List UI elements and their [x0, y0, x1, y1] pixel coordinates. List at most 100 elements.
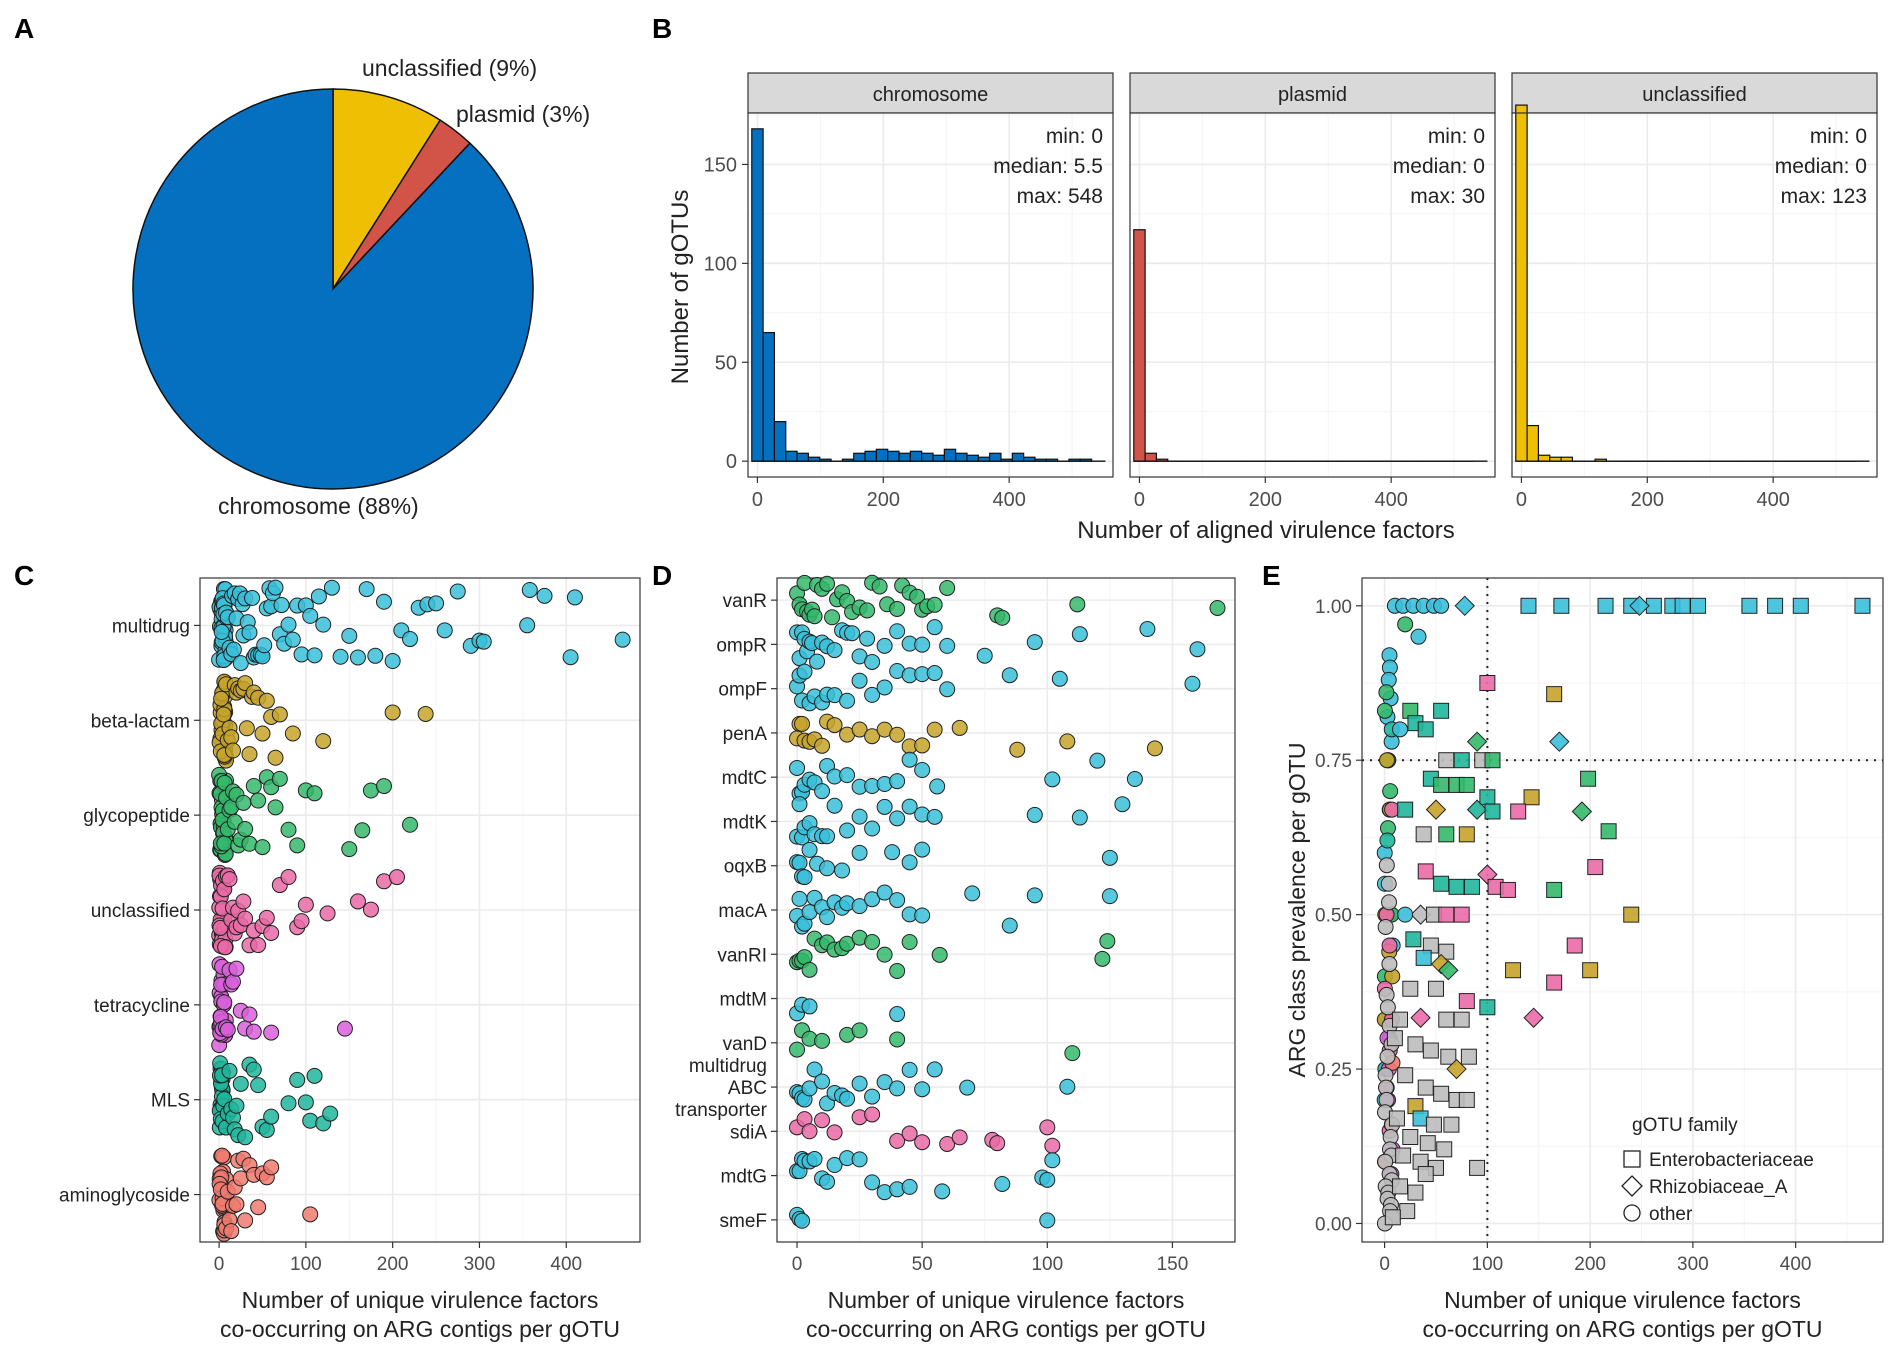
data-point [1458, 776, 1475, 793]
data-point [1600, 823, 1617, 840]
data-point [864, 686, 881, 703]
data-point [819, 860, 836, 877]
facet-chromosome: chromosome min: 0 median: 5.5 max: 548 0 200 4… [704, 72, 1114, 511]
data-point [1044, 1152, 1061, 1169]
data-point [819, 828, 836, 845]
data-point [1479, 999, 1496, 1016]
histogram-bar [898, 452, 911, 462]
legend-key-circle [1623, 1204, 1641, 1222]
x-tick-label: 0 [1134, 489, 1145, 511]
histogram-bar [887, 450, 900, 462]
data-point [1410, 628, 1427, 645]
data-point [375, 593, 392, 610]
data-point [851, 721, 868, 738]
data-point [1388, 1110, 1405, 1127]
data-point [1453, 906, 1470, 923]
data-point [1402, 1128, 1419, 1145]
data-point [1059, 1078, 1076, 1095]
facet-stat: median: 5.5 [993, 155, 1103, 178]
y-category-label: mdtM [720, 990, 768, 1011]
data-point [302, 1206, 319, 1223]
data-point [801, 1080, 818, 1097]
y-tick-label: 0.00 [1315, 1214, 1352, 1235]
data-point [341, 627, 358, 644]
data-point [926, 665, 943, 682]
data-point [241, 835, 258, 852]
data-point [819, 1173, 836, 1190]
data-point [1405, 931, 1422, 948]
data-point [384, 652, 401, 669]
data-point [323, 579, 340, 596]
data-point [1415, 949, 1432, 966]
data-point [362, 901, 379, 918]
y-category-label: ompF [718, 680, 767, 701]
data-point [1523, 1007, 1544, 1028]
data-point [1386, 1030, 1403, 1047]
y-tick-label: 1.00 [1315, 597, 1352, 618]
data-point [223, 1223, 240, 1240]
data-point [297, 896, 314, 913]
data-point [889, 1031, 906, 1048]
data-point [436, 622, 453, 639]
data-point [929, 778, 946, 795]
data-point [889, 1132, 906, 1149]
data-point [250, 1077, 267, 1094]
data-point [1410, 1007, 1431, 1028]
data-point [214, 1147, 231, 1164]
data-point [794, 1212, 811, 1229]
x-tick-label: 150 [1157, 1254, 1189, 1275]
x-tick-label: 300 [1677, 1254, 1709, 1275]
data-point [1071, 809, 1088, 826]
data-point [796, 869, 813, 886]
series-MLS [211, 1055, 339, 1146]
data-point [809, 653, 826, 670]
pie-slice-chromosome [132, 88, 534, 490]
facet-border [1129, 112, 1496, 478]
data-point [250, 1199, 267, 1216]
data-point [1510, 803, 1527, 820]
data-point [1469, 1159, 1486, 1176]
facet-border [1511, 112, 1878, 478]
data-point [306, 647, 323, 664]
data-point [1094, 950, 1111, 967]
facet-stat: median: 0 [1775, 155, 1867, 178]
data-point [212, 919, 229, 936]
facet-plot-bg [1130, 113, 1495, 477]
histogram-bar [1526, 424, 1540, 462]
series-macA [789, 884, 1118, 935]
data-point [859, 630, 876, 647]
data-point [1463, 878, 1480, 895]
data-point [1407, 1036, 1424, 1053]
y-category-label: macA [718, 901, 767, 922]
data-point [562, 649, 579, 666]
data-point [884, 844, 901, 861]
histogram-bar [864, 450, 877, 462]
data-point [235, 893, 252, 910]
data-point [851, 1022, 868, 1039]
y-category-label: mdtG [721, 1167, 767, 1188]
data-point [263, 1159, 280, 1176]
data-point [1382, 783, 1399, 800]
data-point [851, 844, 868, 861]
data-point [1044, 771, 1061, 788]
y-category-label: tetracycline [94, 996, 190, 1017]
data-point [1741, 597, 1758, 614]
y-category-label: beta-lactam [91, 711, 190, 732]
data-point [859, 602, 876, 619]
data-point [959, 1079, 976, 1096]
pie-chart: unclassified (9%) plasmid (3%) chromosome … [132, 55, 590, 519]
data-point [302, 607, 319, 624]
data-point [1425, 799, 1447, 820]
data-point [851, 808, 868, 825]
x-tick-label: 100 [1031, 1254, 1063, 1275]
data-point [844, 625, 861, 642]
facet-strip-label: plasmid [1278, 84, 1347, 106]
data-point [213, 690, 230, 707]
y-tick-label: 100 [704, 253, 737, 275]
data-point [237, 1212, 254, 1229]
y-category-label: sdiA [730, 1122, 767, 1143]
data-point [1767, 597, 1784, 614]
data-point [263, 924, 280, 941]
data-point [864, 653, 881, 670]
data-point [801, 961, 818, 978]
